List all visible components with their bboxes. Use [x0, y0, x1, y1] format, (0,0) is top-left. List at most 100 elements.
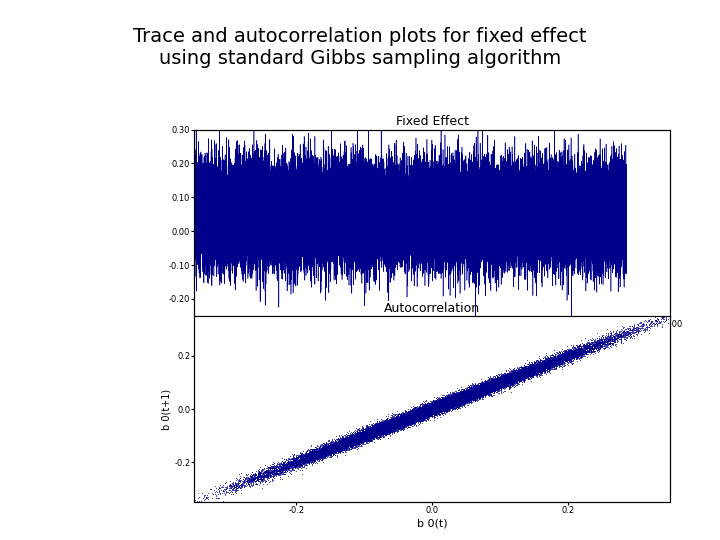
Point — [430, 402, 441, 411]
Point — [373, 426, 384, 434]
Point — [431, 407, 443, 415]
Point — [377, 424, 389, 433]
Point — [305, 451, 316, 460]
Point — [451, 392, 462, 400]
Point — [398, 416, 410, 424]
Point — [480, 382, 491, 390]
Point — [398, 417, 410, 426]
Point — [586, 342, 598, 350]
Point — [378, 426, 390, 435]
Point — [387, 420, 398, 429]
Point — [402, 410, 413, 418]
Point — [513, 364, 525, 373]
Point — [577, 349, 589, 358]
Point — [481, 380, 492, 388]
Point — [469, 386, 481, 394]
Point — [464, 387, 475, 395]
Point — [389, 422, 400, 431]
Point — [501, 377, 513, 386]
Point — [515, 373, 526, 381]
Point — [197, 488, 208, 497]
Point — [588, 344, 600, 353]
Point — [509, 374, 521, 382]
Point — [424, 406, 436, 414]
Point — [498, 377, 509, 386]
Point — [482, 386, 494, 395]
Point — [412, 410, 423, 418]
Point — [472, 387, 483, 395]
Point — [507, 377, 518, 386]
Point — [523, 364, 535, 373]
Point — [364, 431, 376, 440]
Point — [423, 409, 435, 417]
Point — [382, 422, 394, 431]
Point — [516, 370, 527, 379]
Point — [577, 347, 588, 356]
Point — [467, 383, 479, 392]
Point — [433, 407, 444, 416]
Point — [351, 431, 362, 440]
Point — [498, 377, 510, 386]
Point — [395, 422, 406, 430]
Point — [405, 416, 417, 425]
Point — [300, 450, 311, 458]
Point — [362, 426, 374, 435]
Point — [384, 418, 396, 427]
Point — [500, 374, 511, 382]
Point — [474, 391, 485, 400]
Point — [503, 372, 514, 381]
Point — [528, 366, 539, 374]
Point — [492, 373, 503, 382]
Point — [433, 404, 445, 413]
Point — [441, 397, 452, 406]
Point — [619, 332, 631, 340]
Point — [392, 421, 404, 429]
Point — [375, 422, 387, 431]
Point — [438, 403, 450, 411]
Point — [330, 443, 341, 451]
Point — [424, 406, 436, 414]
Point — [487, 375, 499, 384]
Point — [418, 412, 429, 421]
Point — [517, 369, 528, 378]
Point — [580, 347, 591, 355]
Point — [508, 374, 519, 383]
Y-axis label: b 0(t+1): b 0(t+1) — [161, 388, 171, 430]
Point — [335, 438, 346, 447]
Point — [404, 409, 415, 417]
Point — [546, 355, 558, 364]
Point — [492, 381, 503, 389]
Point — [501, 373, 513, 382]
Point — [356, 430, 367, 438]
Point — [371, 421, 382, 429]
Point — [373, 423, 384, 431]
Point — [538, 364, 549, 373]
Point — [405, 415, 416, 423]
Point — [369, 429, 380, 438]
Point — [347, 432, 359, 441]
Point — [393, 415, 405, 424]
Point — [464, 392, 475, 401]
Point — [538, 354, 549, 362]
Point — [417, 415, 428, 423]
Point — [406, 415, 418, 424]
Point — [280, 462, 292, 470]
Point — [416, 412, 428, 421]
Point — [483, 383, 495, 392]
Point — [413, 414, 424, 423]
Point — [541, 357, 553, 366]
Point — [392, 421, 403, 429]
Point — [300, 454, 312, 462]
Point — [429, 406, 441, 414]
Point — [474, 384, 486, 393]
Point — [477, 388, 489, 396]
Point — [420, 404, 432, 413]
Point — [395, 423, 406, 431]
Point — [487, 375, 498, 384]
Point — [412, 404, 423, 413]
Point — [575, 343, 587, 352]
Point — [374, 422, 385, 431]
Point — [328, 435, 340, 443]
Point — [321, 448, 333, 457]
Point — [457, 396, 469, 405]
